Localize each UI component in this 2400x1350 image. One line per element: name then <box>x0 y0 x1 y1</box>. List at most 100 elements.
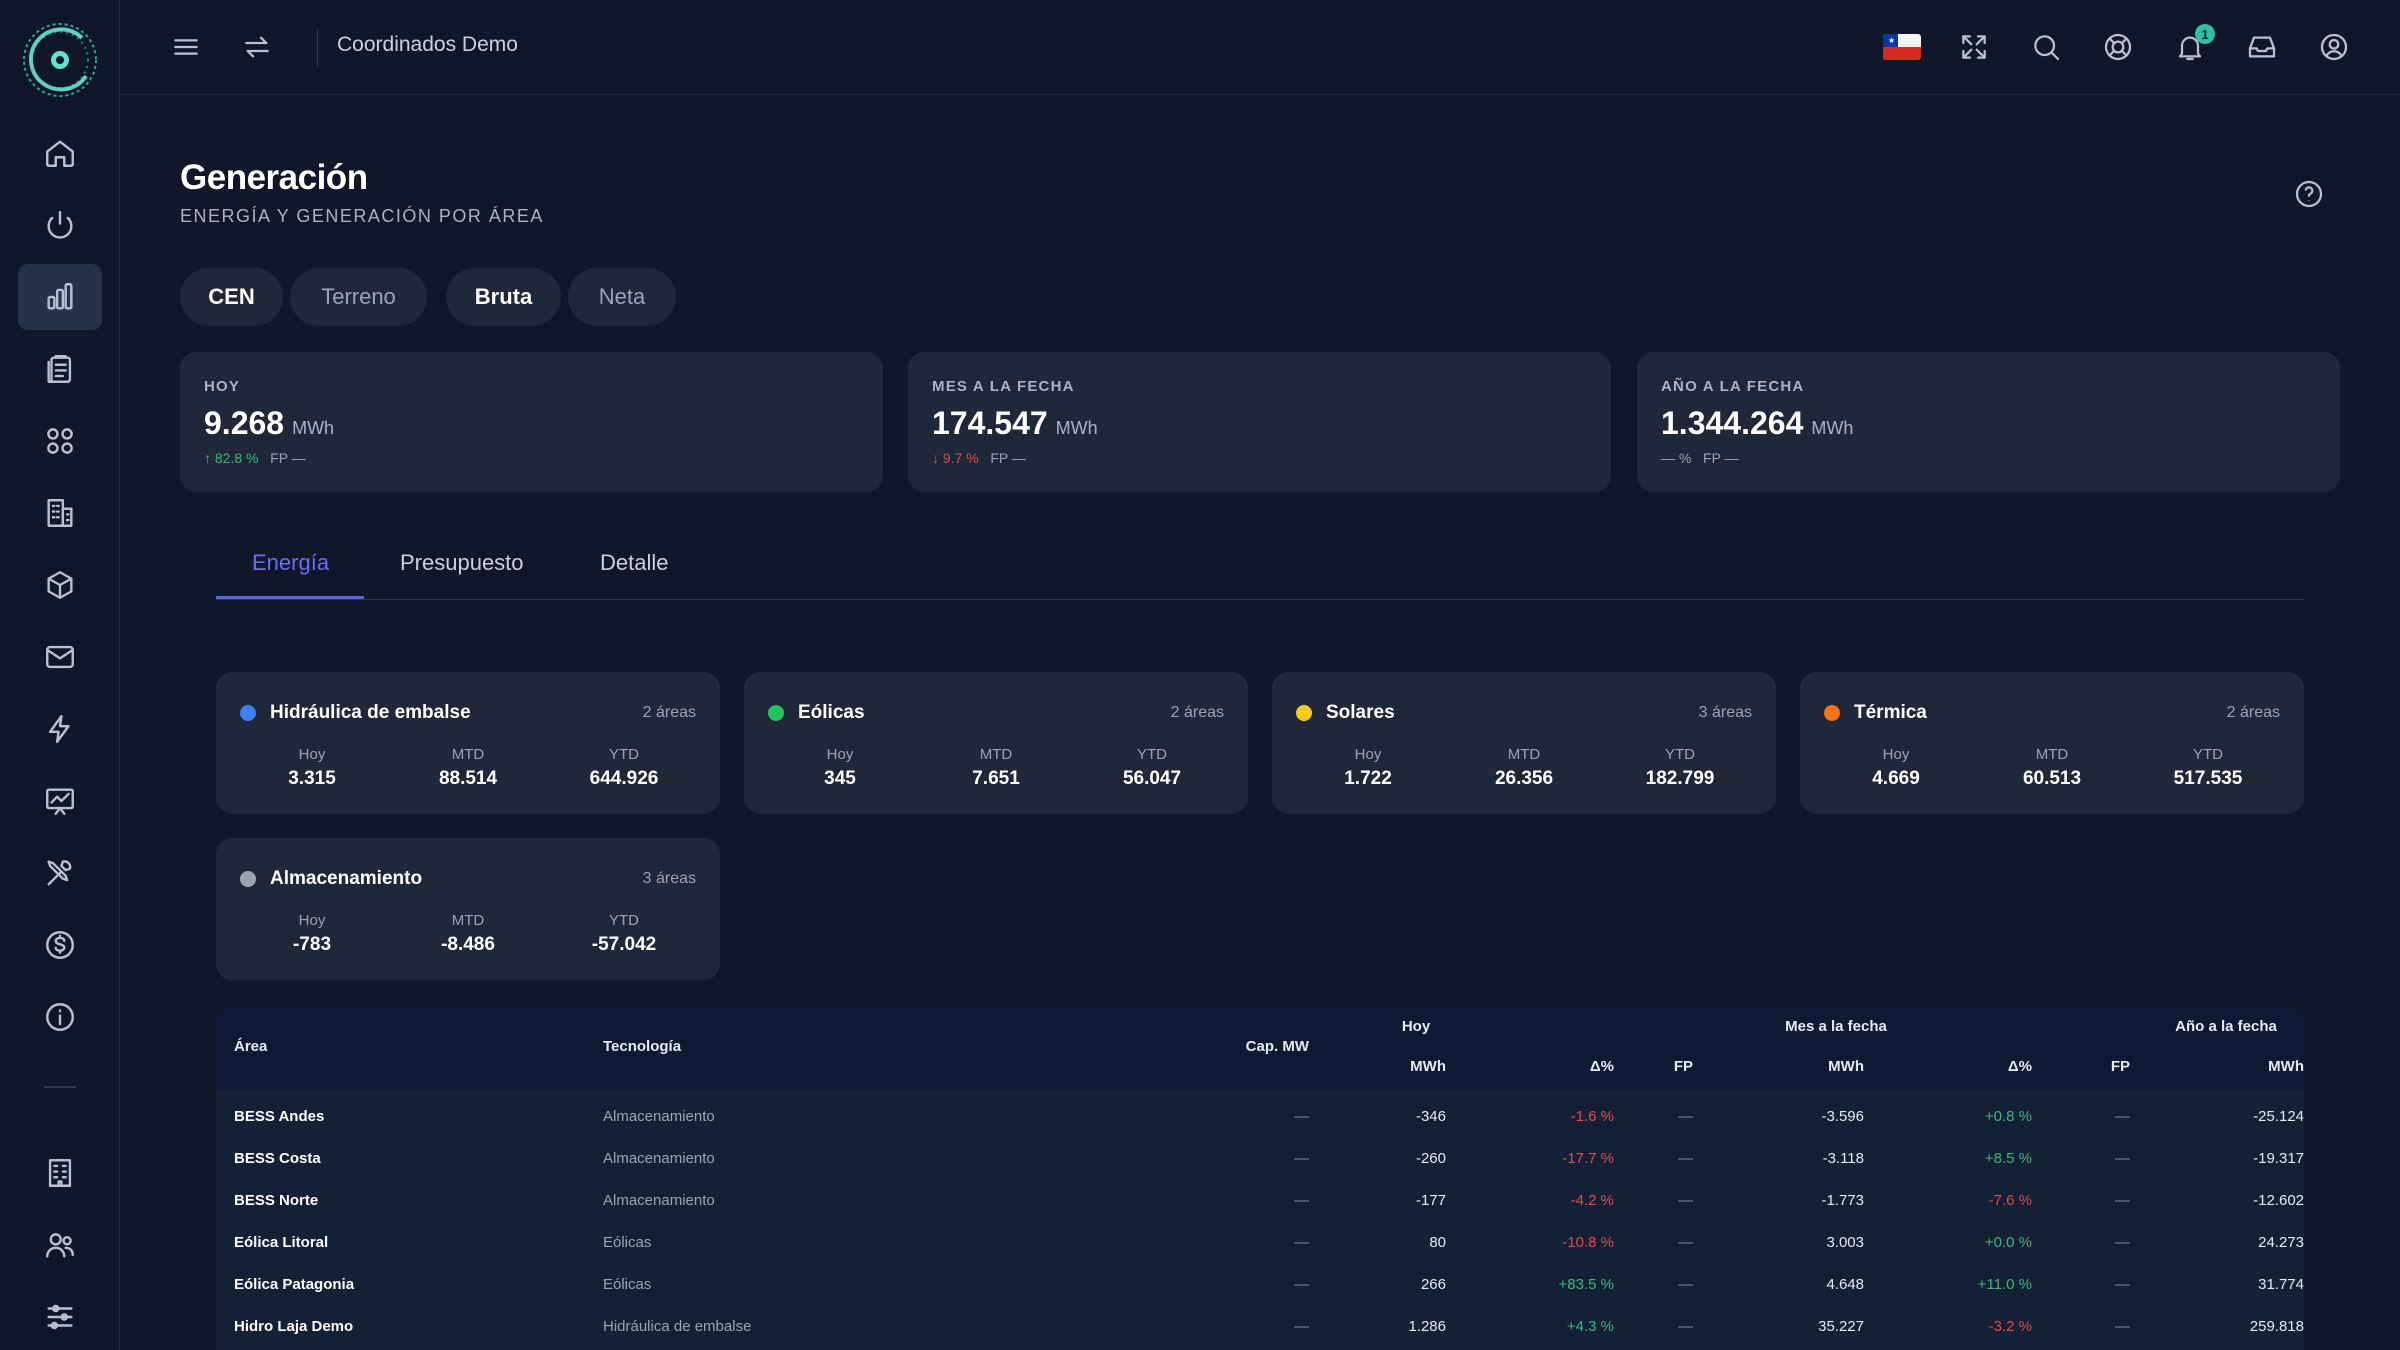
tech-card-solares[interactable]: Solares 3 áreas Hoy 1.722 MTD 26.356 YTD 182… <box>1272 672 1776 814</box>
cell-area: BESS Andes <box>234 1108 325 1125</box>
table-row[interactable]: Eólica Patagonia Eólicas — 266 +83.5 % — 4.648… <box>216 1264 2304 1306</box>
nav-apps[interactable] <box>18 408 102 474</box>
nav-finance[interactable] <box>18 912 102 978</box>
th-tecnologia[interactable]: Tecnología <box>603 1038 682 1055</box>
cube-icon <box>47 571 73 599</box>
th-hoy-mwh[interactable]: MWh <box>1410 1058 1446 1075</box>
table-header: Área Tecnología Cap. MW Hoy Mes a la fec… <box>216 1006 2304 1090</box>
card-title: Almacenamiento <box>270 868 423 889</box>
tech-card-termica[interactable]: Térmica 2 áreas Hoy 4.669 MTD 60.513 YTD 517… <box>1800 672 2304 814</box>
stat-ytd: YTD -57.042 <box>564 912 684 956</box>
support-button[interactable] <box>2099 28 2137 66</box>
search-icon <box>2034 35 2060 61</box>
stat-value: 3.315 <box>288 768 336 789</box>
stat-value: 60.513 <box>2022 768 2082 789</box>
cell-hoy-mwh: 1.286 <box>1408 1318 1446 1335</box>
cell-area: BESS Costa <box>234 1150 321 1167</box>
stat-mtd: MTD 7.651 <box>936 746 1056 790</box>
cell-ano-mwh: 259.818 <box>2249 1318 2304 1335</box>
clipboard-icon <box>47 355 72 383</box>
th-mes-fp[interactable]: FP <box>2110 1058 2130 1075</box>
cell-hoy-mwh: -346 <box>1415 1108 1446 1125</box>
nav-analytics[interactable] <box>18 768 102 834</box>
th-cap[interactable]: Cap. MW <box>1245 1038 1309 1055</box>
stat-hoy: Hoy 3.315 <box>252 746 372 790</box>
notification-badge: 1 <box>2195 24 2215 44</box>
profile-button[interactable] <box>2315 28 2353 66</box>
th-hoy-fp[interactable]: FP <box>1673 1058 1693 1075</box>
cell-cap: — <box>1294 1108 1309 1125</box>
th-ano-mwh[interactable]: MWh <box>2268 1058 2304 1075</box>
stat-label: Hoy <box>1882 746 1910 763</box>
swap-arrows-icon <box>245 36 269 58</box>
card-areas: 2 áreas <box>642 704 696 721</box>
nav-reports[interactable] <box>18 336 102 402</box>
cell-hoy-d: -10.8 % <box>1562 1234 1614 1251</box>
cell-mes-mwh: 4.648 <box>1826 1276 1864 1293</box>
tab-presupuesto[interactable]: Presupuesto <box>400 550 524 575</box>
tech-card-hidraulica[interactable]: Hidráulica de embalse 2 áreas Hoy 3.315 MT… <box>216 672 720 814</box>
tech-card-eolicas[interactable]: Eólicas 2 áreas Hoy 345 MTD 7.651 YTD 56.047 <box>744 672 1248 814</box>
cell-area: Eólica Patagonia <box>234 1276 355 1293</box>
cell-mes-mwh: -3.596 <box>1821 1108 1864 1125</box>
cell-hoy-fp: — <box>1678 1318 1693 1335</box>
app-logo[interactable] <box>16 16 104 104</box>
stat-value: -57.042 <box>591 934 657 955</box>
nav-energy[interactable] <box>18 696 102 762</box>
nav-settings[interactable] <box>18 1284 102 1350</box>
filter-terreno[interactable]: Terreno <box>290 268 427 326</box>
tab-detalle[interactable]: Detalle <box>600 550 669 575</box>
cell-ano-mwh: -12.602 <box>2253 1192 2304 1209</box>
card-areas: 3 áreas <box>642 870 696 887</box>
nav-users[interactable] <box>18 1212 102 1278</box>
fullscreen-button[interactable] <box>1955 28 1993 66</box>
stat-ytd: YTD 182.799 <box>1620 746 1740 790</box>
th-mes-delta[interactable]: Δ% <box>2007 1058 2032 1075</box>
nav-power[interactable] <box>18 192 102 258</box>
area-table: Área Tecnología Cap. MW Hoy Mes a la fec… <box>216 1006 2304 1350</box>
nav-home[interactable] <box>18 120 102 186</box>
table-row[interactable]: BESS Costa Almacenamiento — -260 -17.7 % — -3.… <box>216 1138 2304 1180</box>
tech-card-almacenamiento[interactable]: Almacenamiento 3 áreas Hoy -783 MTD -8.486 … <box>216 838 720 980</box>
kpi-label: HOY <box>204 378 241 395</box>
nav-assets[interactable] <box>18 552 102 618</box>
nav-mail[interactable] <box>18 624 102 690</box>
filter-cen[interactable]: CEN <box>180 268 283 326</box>
language-button[interactable]: ★ <box>1883 28 1921 66</box>
kpi-fp: FP — <box>1703 450 1739 466</box>
stat-mtd: MTD 60.513 <box>1992 746 2112 790</box>
stat-label: Hoy <box>298 746 326 763</box>
table-row[interactable]: BESS Norte Almacenamiento — -177 -4.2 % — -1.7… <box>216 1180 2304 1222</box>
hamburger-icon <box>174 39 198 55</box>
switch-company-button[interactable] <box>238 28 276 66</box>
cell-mes-d: -3.2 % <box>1988 1318 2032 1335</box>
inbox-button[interactable] <box>2243 28 2281 66</box>
cell-mes-mwh: -3.118 <box>1822 1150 1864 1167</box>
help-button[interactable] <box>2293 178 2325 210</box>
nav-company[interactable] <box>18 1140 102 1206</box>
stat-hoy: Hoy 1.722 <box>1308 746 1428 790</box>
filter-neta[interactable]: Neta <box>568 268 676 326</box>
th-hoy-delta[interactable]: Δ% <box>1589 1058 1614 1075</box>
kpi-footer: ↓ 9.7 % FP — <box>932 450 1587 466</box>
nav-buildings[interactable] <box>18 480 102 546</box>
nav-generacion[interactable] <box>18 264 102 330</box>
table-row[interactable]: Eólica Litoral Eólicas — 80 -10.8 % — 3.003 +0.… <box>216 1222 2304 1264</box>
stat-value: 7.651 <box>972 768 1020 789</box>
tab-energia[interactable]: Energía <box>252 550 330 575</box>
th-mes-mwh[interactable]: MWh <box>1828 1058 1864 1075</box>
table-row[interactable]: Hidro Laja Demo Hidráulica de embalse — 1.2… <box>216 1306 2304 1348</box>
search-button[interactable] <box>2027 28 2065 66</box>
nav-tools[interactable] <box>18 840 102 906</box>
cell-tech: Eólicas <box>603 1234 652 1251</box>
table-row[interactable]: BESS Andes Almacenamiento — -346 -1.6 % — -3.5… <box>216 1096 2304 1138</box>
cell-tech: Almacenamiento <box>603 1108 715 1125</box>
nav-info[interactable] <box>18 984 102 1050</box>
menu-toggle-button[interactable] <box>167 28 205 66</box>
kpi-value-wrap: 174.547 MWh <box>932 405 1587 442</box>
card-title: Solares <box>1326 702 1395 723</box>
filter-bruta[interactable]: Bruta <box>446 268 561 326</box>
notifications-button[interactable]: 1 <box>2171 24 2215 66</box>
th-area[interactable]: Área <box>234 1038 268 1055</box>
cell-tech: Hidráulica de embalse <box>603 1318 752 1335</box>
